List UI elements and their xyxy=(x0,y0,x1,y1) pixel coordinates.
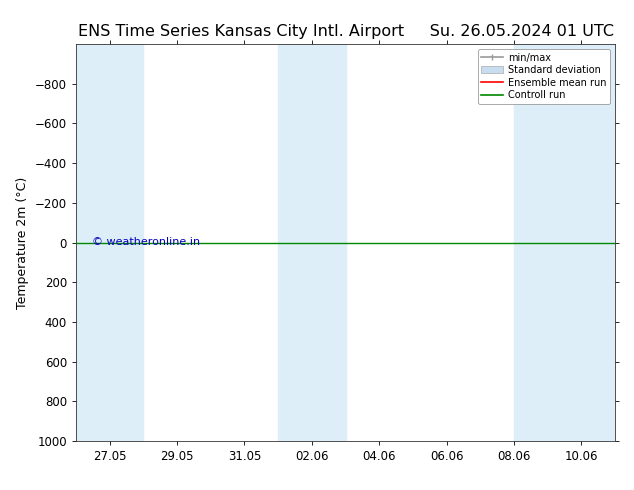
Text: © weatheronline.in: © weatheronline.in xyxy=(93,237,200,247)
Y-axis label: Temperature 2m (°C): Temperature 2m (°C) xyxy=(16,176,29,309)
Bar xyxy=(278,44,346,441)
Bar xyxy=(514,44,615,441)
Title: ENS Time Series Kansas City Intl. Airport     Su. 26.05.2024 01 UTC: ENS Time Series Kansas City Intl. Airpor… xyxy=(77,24,614,39)
Legend: min/max, Standard deviation, Ensemble mean run, Controll run: min/max, Standard deviation, Ensemble me… xyxy=(477,49,610,104)
Bar xyxy=(76,44,143,441)
